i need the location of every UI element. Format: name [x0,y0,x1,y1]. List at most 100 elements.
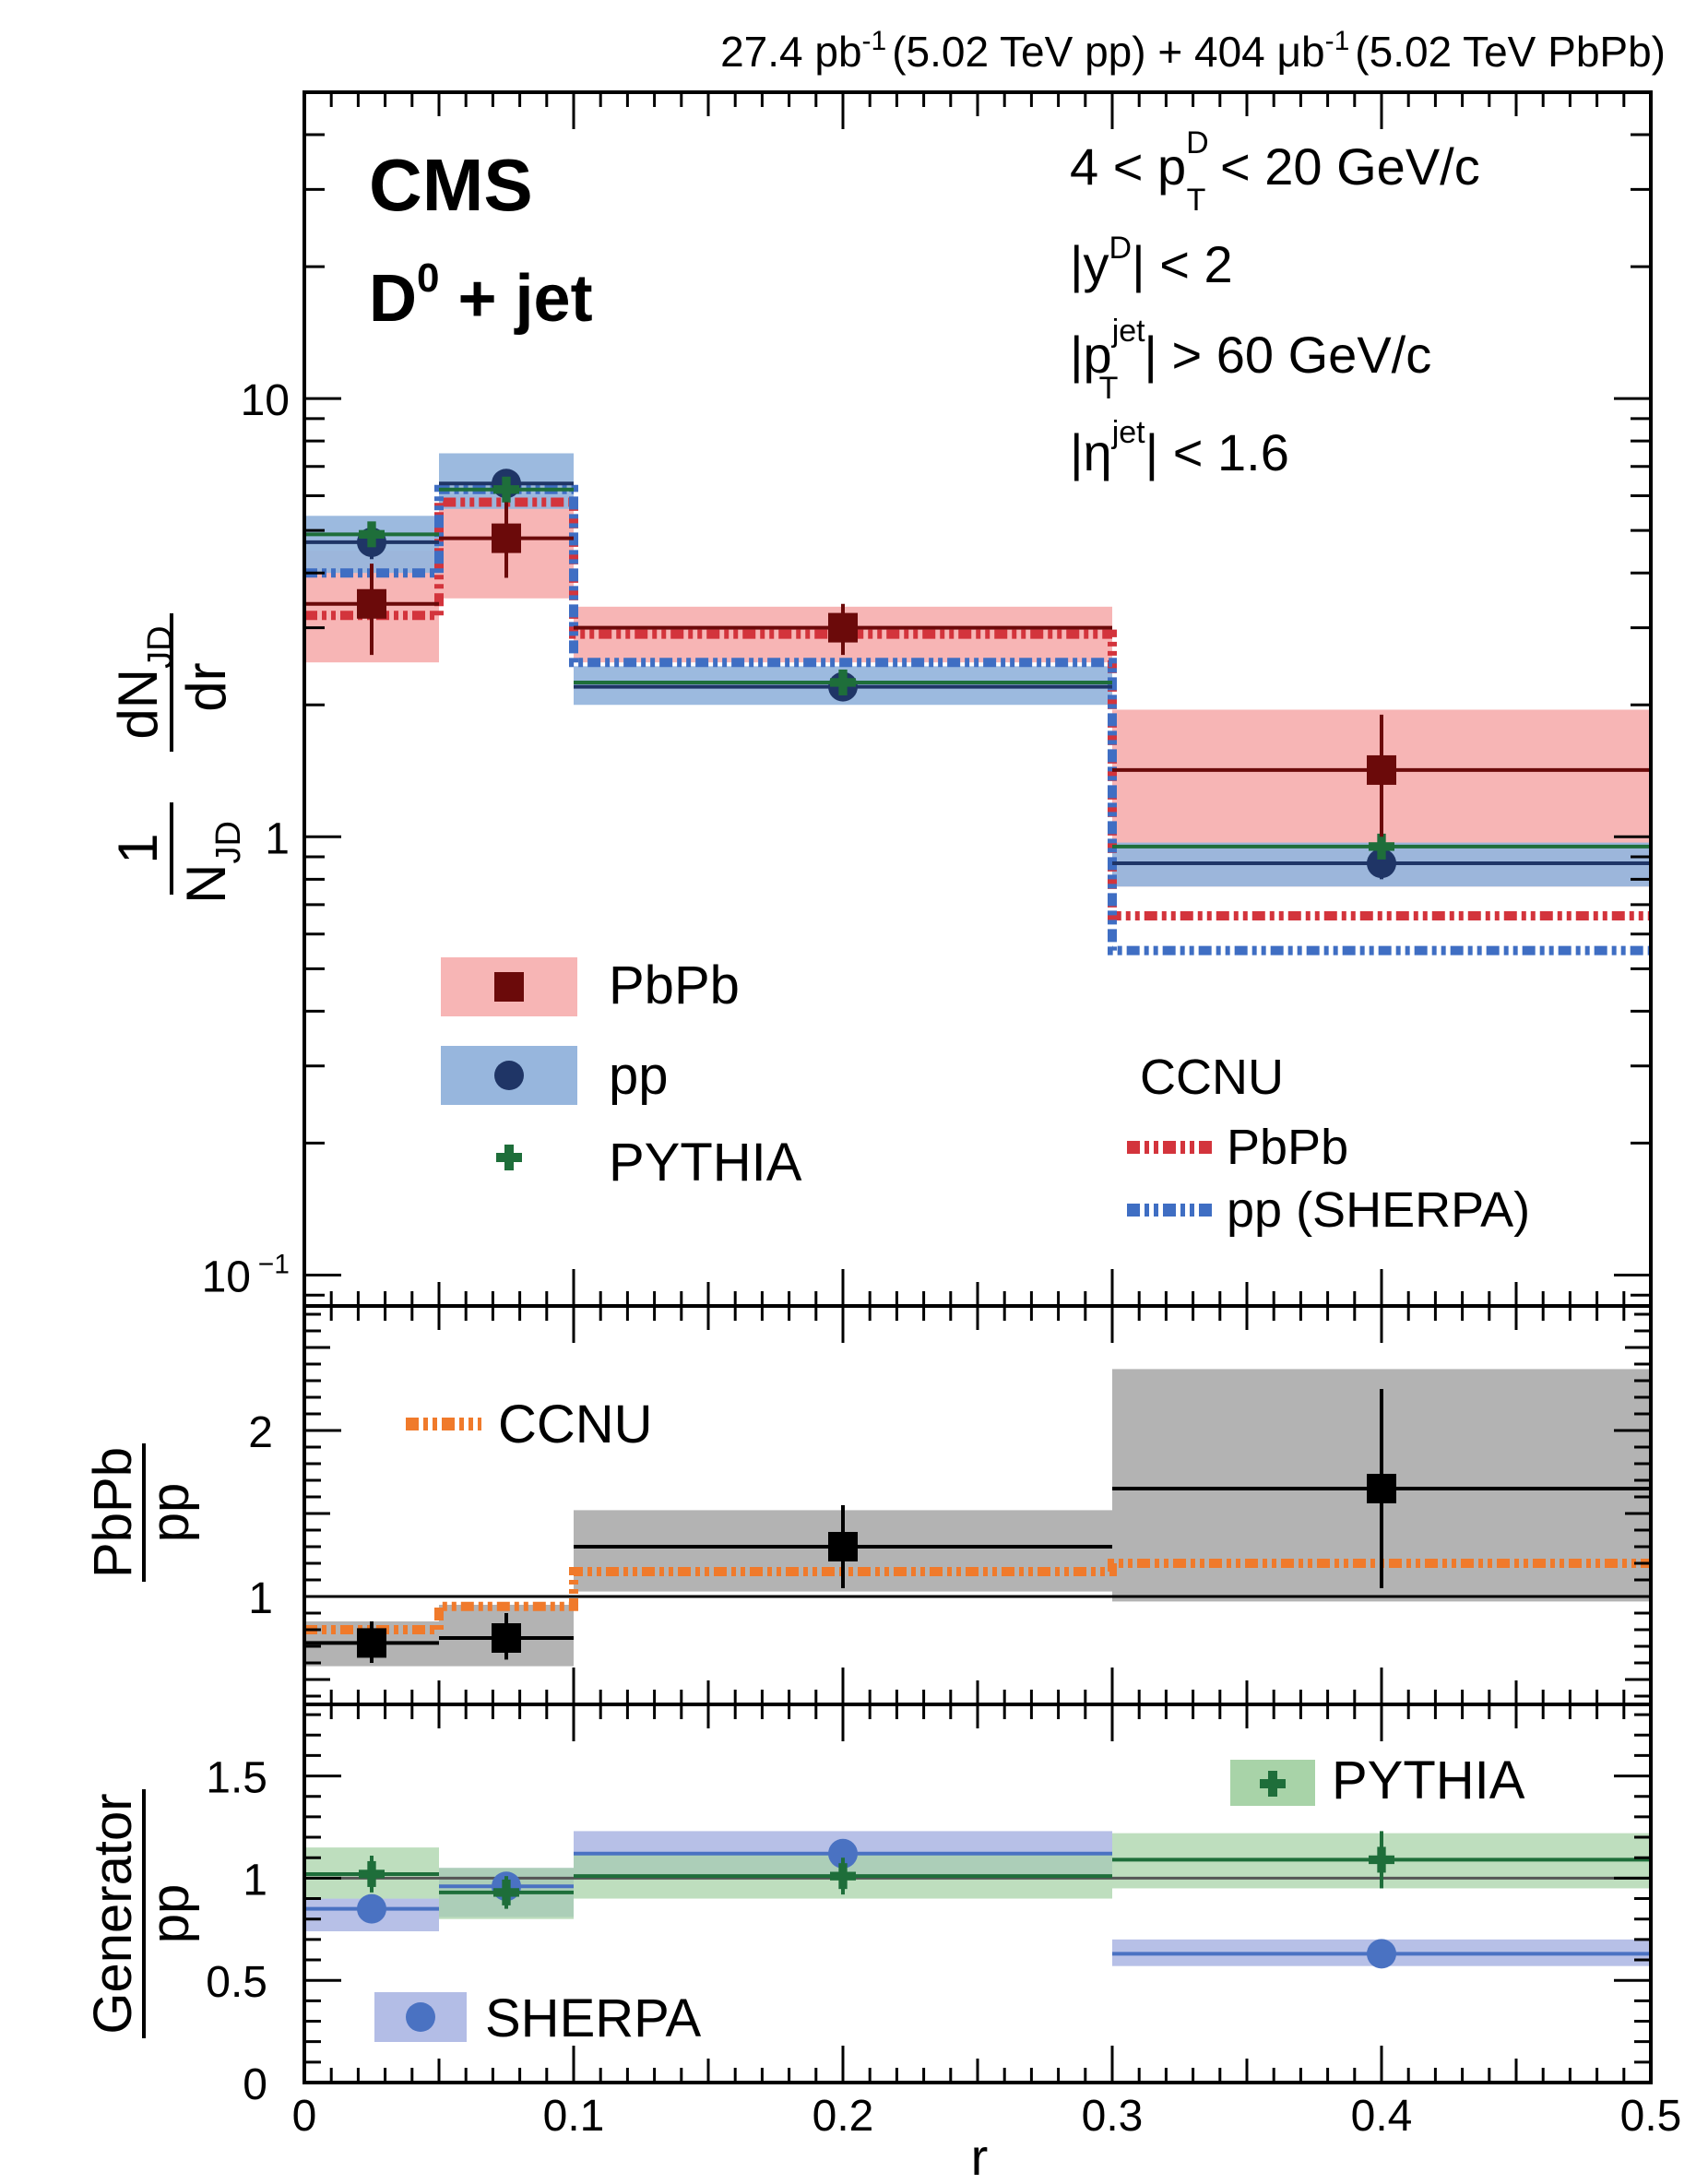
cut2-sup: D [1109,231,1133,266]
gen-pythia-marker-v [502,1879,511,1905]
ylabel-frac-num: dNJD [107,625,180,739]
ratio-ccnu-step [304,1559,1651,1634]
cut2-a: |y [1070,235,1109,293]
legend-pbpb-label: PbPb [609,956,740,1015]
pp-marker [1367,849,1396,879]
legend-pythia-label: PYTHIA [609,1133,802,1193]
process-sup: 0 [417,255,439,301]
ylabel-frac-den: dr [175,662,237,711]
legend-ccnu-title: CCNU [1140,1050,1284,1105]
ylabel-frac-num-dn: dN [107,669,169,740]
top-tick-label-10: 10 [241,376,290,425]
ratio-marker [828,1532,858,1561]
legend-pp-label: pp [609,1046,669,1106]
mid-tick-label: 1 [248,1574,273,1623]
ratio-marker [1367,1474,1396,1503]
x-tick-label: 0.1 [543,2092,605,2141]
legend-ratio-ccnu-label: CCNU [498,1395,653,1454]
ylabel-den-sub: JD [209,821,248,863]
pbpb-marker [1367,754,1396,785]
legend-gen-pythia-label: PYTHIA [1332,1751,1525,1810]
process-rest: + jet [439,262,592,336]
cut3-sub: T [1099,371,1119,406]
process-main: D [369,262,417,336]
cut-yd: |yD| < 2 [1070,231,1233,293]
x-axis-label: r [971,2128,989,2184]
ratio-marker [492,1623,521,1653]
x-tick-label: 0.5 [1620,2092,1682,2141]
sherpa-marker [357,1893,386,1924]
ylabel-one: 1 [107,833,169,863]
cut3-sup: jet [1111,314,1145,349]
mid-ylabel: PbPb pp [83,1443,200,1582]
cut1-sup: D [1186,125,1209,160]
x-tick-label: 0.4 [1351,2092,1413,2141]
cut1-sub: T [1187,183,1206,218]
ylabel-den: NJD [175,821,248,904]
mid-ylabel-den: pp [140,1483,200,1543]
cut3-a: |p [1070,326,1112,384]
generator-panel: 0 0.5 1 1.5 0 0.1 0.2 0.3 0.4 0.5 [206,1703,1682,2141]
bot-tick-label: 0.5 [206,1958,267,2007]
sherpa-marker [1367,1939,1396,1969]
pythia-marker-v [367,521,376,548]
pythia-marker-v [838,669,848,695]
cut1-a: 4 < p [1070,137,1186,196]
legend-gen-sherpa-label: SHERPA [485,1988,702,2048]
mid-tick-label: 2 [248,1408,273,1457]
cut3-b: | > 60 GeV/c [1144,326,1431,384]
top-tick-label-0.1: 10 [202,1252,251,1301]
bot-ylabel-num: Generator [83,1793,143,2034]
pbpb-marker [492,523,521,553]
cut4-a: |η [1070,423,1112,481]
cut-etajet: |ηjet| < 1.6 [1070,415,1289,481]
ratio-marker [357,1628,386,1658]
lumi-pp-exp: -1 [862,26,887,56]
bot-tick-label: 0 [243,2060,267,2109]
process-label: D0 + jet [369,255,593,336]
legend-pp-marker [494,1061,524,1090]
cut4-b: | < 1.6 [1145,423,1289,481]
legend-ccnu-pp-label: pp (SHERPA) [1227,1182,1530,1238]
bot-tick-label: 1.5 [206,1754,267,1803]
legend-pbpb-marker [494,972,524,1002]
top-tick-label-1: 1 [265,814,290,863]
x-tick-label: 0.2 [812,2092,874,2141]
cut-ptd: 4 < pD T < 20 GeV/c [1070,125,1480,218]
lumi-header: 27.4 pb-1 (5.02 TeV pp) + 404 μb-1 (5.02 T… [720,26,1666,76]
lumi-pp-label: (5.02 TeV pp) + 404 μb [892,28,1324,76]
pythia-marker-v [1377,833,1386,860]
cut4-sup: jet [1111,415,1145,450]
cut1-b: < 20 GeV/c [1205,137,1479,196]
bot-ylabel-den: pp [140,1884,200,1944]
bot-tick-label: 1 [243,1856,267,1905]
ratio-panel: 12 [248,1304,1653,1706]
ylabel-den-n: N [175,864,237,904]
legend-mid: CCNU [406,1395,653,1454]
x-tick-label: 0.3 [1082,2092,1144,2141]
legend-gen-sherpa-marker [406,2002,435,2032]
gen-pythia-marker-v [367,1860,376,1887]
cms-label: CMS [369,144,533,226]
top-tick-label-exp: −1 [258,1249,290,1279]
bot-ylabel: Generator pp [83,1789,200,2038]
top-ylabel: 1 NJD dNJD dr [107,613,248,904]
legend-bot: PYTHIA SHERPA [374,1751,1525,2048]
cut2-b: | < 2 [1132,235,1233,293]
gen-pythia-marker-v [1377,1846,1386,1873]
lumi-pp: 27.4 pb [720,28,861,76]
gen-pythia-marker-v [838,1863,848,1890]
lumi-pbpb-exp: -1 [1325,26,1350,56]
pythia-marker-v [502,476,511,503]
ylabel-frac-num-sub: JD [141,625,180,668]
pbpb-marker [357,588,386,619]
cut-ptjet: |pjet T | > 60 GeV/c [1070,314,1431,406]
sherpa-marker [828,1838,858,1869]
legend-pythia-marker [496,1145,522,1170]
x-tick-label: 0 [292,2092,317,2141]
legend-top: PbPb pp PYTHIA CCNU PbPb pp (SHERPA) [441,956,1530,1238]
legend-gen-pythia-marker [1260,1771,1286,1797]
legend-ccnu-pbpb-label: PbPb [1227,1120,1348,1175]
